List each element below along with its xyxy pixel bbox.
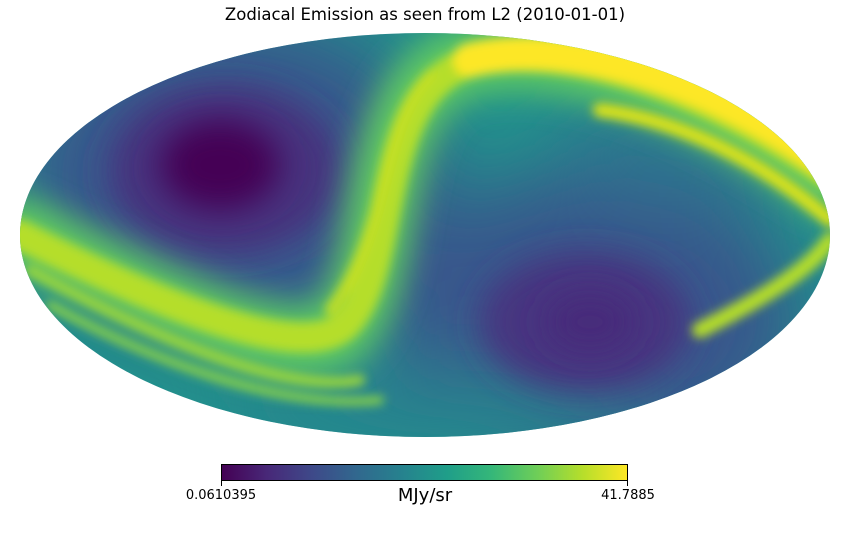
sky-emission-field [20, 33, 830, 437]
sky-map [20, 33, 830, 437]
mollweide-sky-map [20, 33, 830, 437]
colorbar-min-label: 0.0610395 [185, 488, 257, 503]
colorbar-min-tick [221, 481, 222, 486]
map-title: Zodiacal Emission as seen from L2 (2010-… [224, 5, 626, 24]
colorbar [221, 464, 628, 481]
colorbar-unit-label: MJy/sr [397, 485, 453, 506]
colorbar-max-label: 41.7885 [601, 488, 655, 503]
colorbar-max-tick [627, 481, 628, 486]
